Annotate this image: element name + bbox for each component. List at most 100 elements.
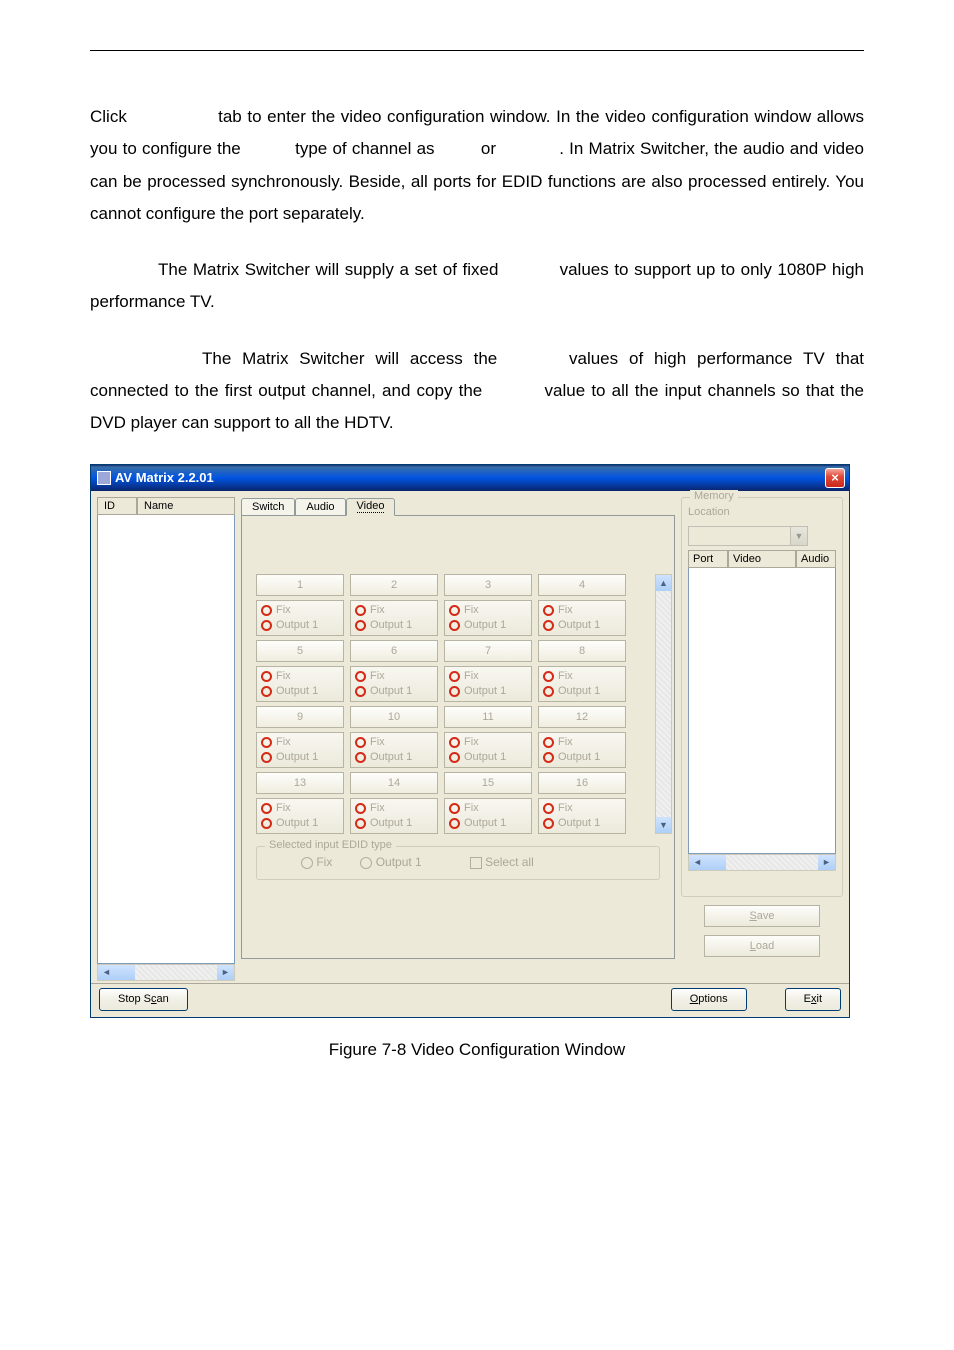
tab-switch[interactable]: Switch bbox=[241, 498, 295, 516]
radio-output-icon[interactable] bbox=[449, 752, 460, 763]
channel-11-button[interactable]: 11 bbox=[444, 706, 532, 728]
channel-11-options: FixOutput 1 bbox=[444, 732, 532, 768]
save-button[interactable]: Save bbox=[704, 905, 820, 927]
channel-6-button[interactable]: 6 bbox=[350, 640, 438, 662]
channel-10-button[interactable]: 10 bbox=[350, 706, 438, 728]
radio-fix-icon[interactable] bbox=[449, 605, 460, 616]
channel-14-button[interactable]: 14 bbox=[350, 772, 438, 794]
app-icon bbox=[97, 471, 111, 485]
radio-fix-icon[interactable] bbox=[261, 737, 272, 748]
channel-10-options: FixOutput 1 bbox=[350, 732, 438, 768]
radio-output-icon[interactable] bbox=[355, 686, 366, 697]
radio-output-icon[interactable] bbox=[355, 752, 366, 763]
radio-fix-icon[interactable] bbox=[355, 605, 366, 616]
exit-button[interactable]: Exit bbox=[785, 988, 841, 1011]
channel-15-options: FixOutput 1 bbox=[444, 798, 532, 834]
titlebar[interactable]: AV Matrix 2.2.01 × bbox=[91, 465, 849, 491]
radio-output-icon[interactable] bbox=[261, 686, 272, 697]
mem-col-video[interactable]: Video bbox=[728, 550, 796, 568]
radio-output-icon[interactable] bbox=[261, 620, 272, 631]
radio-fix-icon[interactable] bbox=[355, 671, 366, 682]
radio-fix-icon[interactable] bbox=[543, 737, 554, 748]
channel-9-button[interactable]: 9 bbox=[256, 706, 344, 728]
channel-vscroll[interactable]: ▲ ▼ bbox=[655, 574, 672, 834]
scroll-down-icon[interactable]: ▼ bbox=[656, 817, 671, 833]
check-select-all[interactable] bbox=[470, 857, 482, 869]
radio-output-icon[interactable] bbox=[261, 752, 272, 763]
tab-audio[interactable]: Audio bbox=[295, 498, 345, 516]
load-button[interactable]: Load bbox=[704, 935, 820, 957]
memory-group: Memory Location ▼ Port Video Audio bbox=[681, 497, 843, 897]
channel-5-button[interactable]: 5 bbox=[256, 640, 344, 662]
tab-video[interactable]: Video bbox=[346, 498, 396, 516]
options-button[interactable]: Options bbox=[671, 988, 747, 1011]
radio-fix-icon[interactable] bbox=[449, 803, 460, 814]
location-combo[interactable]: ▼ bbox=[688, 526, 808, 546]
scroll-left-icon[interactable]: ◄ bbox=[98, 965, 115, 980]
channel-1-options: FixOutput 1 bbox=[256, 600, 344, 636]
memory-location-label: Location bbox=[688, 506, 836, 518]
radio-output1[interactable] bbox=[360, 857, 372, 869]
radio-fix-icon[interactable] bbox=[543, 605, 554, 616]
scroll-right-icon[interactable]: ► bbox=[217, 965, 234, 980]
channel-9-options: FixOutput 1 bbox=[256, 732, 344, 768]
hscrollbar[interactable]: ◄ ► bbox=[97, 964, 235, 981]
radio-fix-icon[interactable] bbox=[355, 737, 366, 748]
radio-fix-icon[interactable] bbox=[543, 803, 554, 814]
stop-scan-button[interactable]: Stop Scan bbox=[99, 988, 188, 1011]
chevron-down-icon[interactable]: ▼ bbox=[790, 527, 807, 545]
scroll-left-icon[interactable]: ◄ bbox=[689, 855, 706, 870]
scroll-right-icon[interactable]: ► bbox=[818, 855, 835, 870]
radio-output-icon[interactable] bbox=[449, 818, 460, 829]
channel-7-button[interactable]: 7 bbox=[444, 640, 532, 662]
radio-output-icon[interactable] bbox=[449, 620, 460, 631]
channel-15-button[interactable]: 15 bbox=[444, 772, 532, 794]
channel-4-button[interactable]: 4 bbox=[538, 574, 626, 596]
edid-type-group: Selected input EDID type Fix Output 1 Se… bbox=[256, 846, 660, 880]
radio-fix-icon[interactable] bbox=[449, 737, 460, 748]
channel-16-button[interactable]: 16 bbox=[538, 772, 626, 794]
device-list-header: ID Name bbox=[97, 497, 235, 515]
app-window: AV Matrix 2.2.01 × ID Name ◄ ► bbox=[90, 464, 850, 1018]
radio-fix-icon[interactable] bbox=[543, 671, 554, 682]
channel-5-options: FixOutput 1 bbox=[256, 666, 344, 702]
channel-13-button[interactable]: 13 bbox=[256, 772, 344, 794]
radio-output-icon[interactable] bbox=[449, 686, 460, 697]
radio-output-icon[interactable] bbox=[261, 818, 272, 829]
channel-2-button[interactable]: 2 bbox=[350, 574, 438, 596]
channel-3-button[interactable]: 3 bbox=[444, 574, 532, 596]
channel-6-options: FixOutput 1 bbox=[350, 666, 438, 702]
radio-fix-icon[interactable] bbox=[355, 803, 366, 814]
channel-3-options: FixOutput 1 bbox=[444, 600, 532, 636]
paragraph-2: The Matrix Switcher will supply a set of… bbox=[90, 254, 864, 319]
window-title: AV Matrix 2.2.01 bbox=[115, 470, 214, 485]
radio-output-icon[interactable] bbox=[543, 686, 554, 697]
col-id[interactable]: ID bbox=[97, 497, 137, 515]
channel-16-options: FixOutput 1 bbox=[538, 798, 626, 834]
channel-8-button[interactable]: 8 bbox=[538, 640, 626, 662]
radio-output-icon[interactable] bbox=[543, 818, 554, 829]
radio-output-icon[interactable] bbox=[355, 818, 366, 829]
radio-output-icon[interactable] bbox=[355, 620, 366, 631]
channel-8-options: FixOutput 1 bbox=[538, 666, 626, 702]
radio-output-icon[interactable] bbox=[543, 752, 554, 763]
channel-7-options: FixOutput 1 bbox=[444, 666, 532, 702]
scroll-up-icon[interactable]: ▲ bbox=[656, 575, 671, 591]
channel-4-options: FixOutput 1 bbox=[538, 600, 626, 636]
device-list[interactable] bbox=[97, 515, 235, 964]
radio-fix-icon[interactable] bbox=[261, 605, 272, 616]
channel-1-button[interactable]: 1 bbox=[256, 574, 344, 596]
radio-fix[interactable] bbox=[301, 857, 313, 869]
mem-col-audio[interactable]: Audio bbox=[796, 550, 836, 568]
mem-col-port[interactable]: Port bbox=[688, 550, 728, 568]
radio-fix-icon[interactable] bbox=[449, 671, 460, 682]
mem-hscroll[interactable]: ◄ ► bbox=[688, 854, 836, 871]
radio-output-icon[interactable] bbox=[543, 620, 554, 631]
channel-12-button[interactable]: 12 bbox=[538, 706, 626, 728]
radio-fix-icon[interactable] bbox=[261, 671, 272, 682]
radio-fix-icon[interactable] bbox=[261, 803, 272, 814]
col-name[interactable]: Name bbox=[137, 497, 235, 515]
memory-list[interactable] bbox=[688, 568, 836, 854]
channel-12-options: FixOutput 1 bbox=[538, 732, 626, 768]
close-icon[interactable]: × bbox=[825, 468, 845, 488]
